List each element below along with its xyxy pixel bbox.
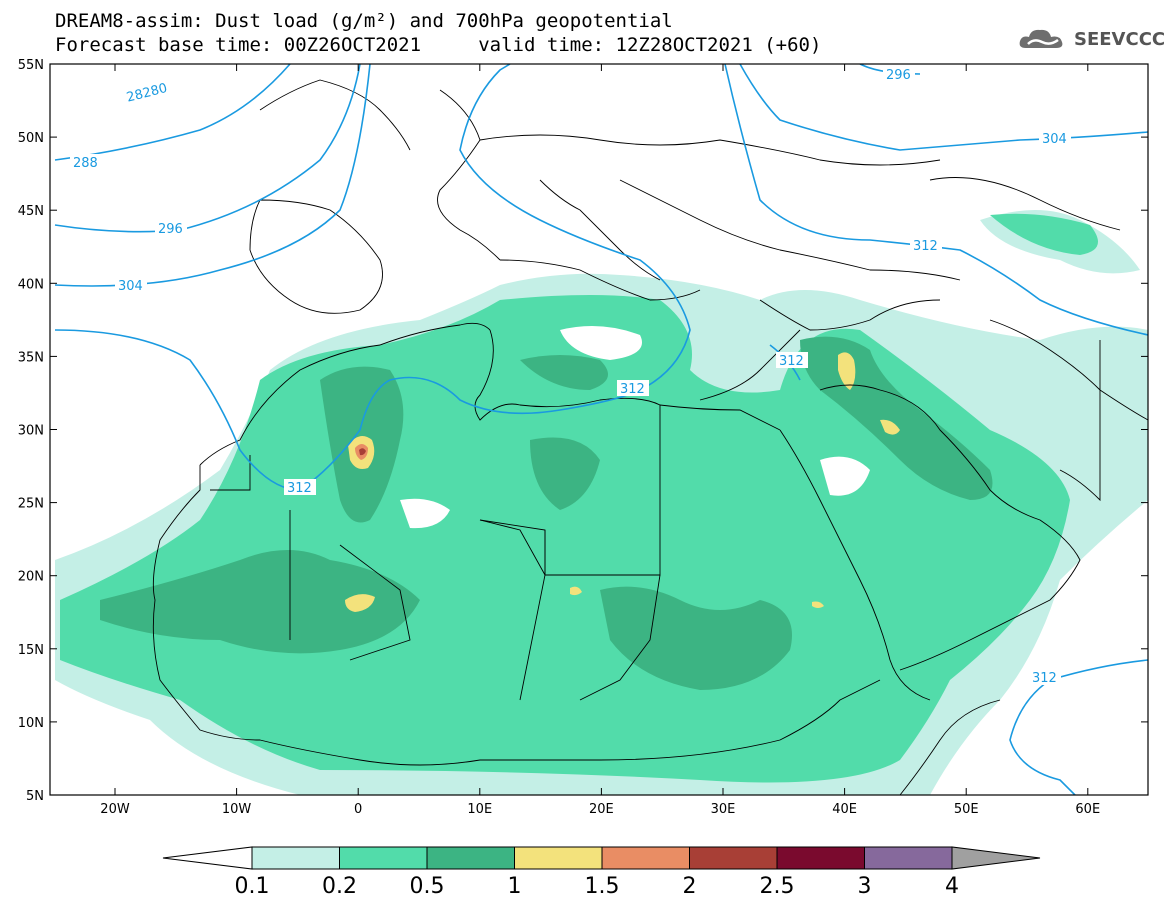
map-subtitle-times: Forecast base time: 00Z26OCT2021 valid t… xyxy=(55,34,822,56)
colorbar-label: 1.5 xyxy=(585,874,620,899)
colorbar-label: 0.5 xyxy=(410,874,445,899)
lon-label: 30E xyxy=(711,802,736,817)
colorbar-swatch xyxy=(514,846,603,870)
lat-label: 25N xyxy=(18,497,44,512)
colorbar-swatch xyxy=(864,846,953,870)
contour-label: 312 xyxy=(1032,671,1057,686)
lon-label: 0 xyxy=(354,802,362,817)
lon-label: 40E xyxy=(832,802,857,817)
country-borders xyxy=(152,79,1148,795)
contour-label: 296 xyxy=(886,68,911,83)
seevccc-logo: SEEVCCC xyxy=(1018,26,1165,52)
lat-label: 5N xyxy=(26,789,44,804)
lon-label: 20W xyxy=(100,802,130,817)
lon-label: 20E xyxy=(589,802,614,817)
contour-label: 312 xyxy=(913,239,938,254)
colorbar-swatch xyxy=(339,846,428,870)
lon-axis: 20W 10W 0 10E 20E 30E 40E 50E 60E xyxy=(100,64,1100,817)
colorbar-label: 0.1 xyxy=(235,874,270,899)
lon-label: 60E xyxy=(1075,802,1100,817)
lon-label: 10E xyxy=(467,802,492,817)
lon-label: 10W xyxy=(222,802,252,817)
cloud-icon xyxy=(1019,29,1063,48)
geopotential-contours xyxy=(54,64,1148,795)
lat-label: 10N xyxy=(18,716,44,731)
contour-labels: 28280 288 296 304 296 304 312 312 312 31… xyxy=(70,66,1071,686)
contour-label: 312 xyxy=(779,354,804,369)
dust-region-medium xyxy=(60,295,1070,783)
colorbar-label: 0.2 xyxy=(322,874,357,899)
dust-hotspot xyxy=(880,419,900,435)
lat-label: 35N xyxy=(18,350,44,365)
dust-field xyxy=(55,210,1148,795)
colorbar-under-triangle xyxy=(162,846,253,870)
lat-axis: 55N 50N 45N 40N 35N 30N 25N 20N 15N 10N 5N xyxy=(18,58,1148,804)
colorbar-label: 2.5 xyxy=(760,874,795,899)
dust-hotspot xyxy=(345,594,375,612)
lat-label: 30N xyxy=(18,424,44,439)
logo-text: SEEVCCC xyxy=(1074,28,1165,50)
lat-label: 45N xyxy=(18,204,44,219)
colorbar-swatch xyxy=(776,846,865,870)
contour-label: 312 xyxy=(620,382,645,397)
colorbar-swatch xyxy=(426,846,515,870)
colorbar-label: 2 xyxy=(683,874,697,899)
colorbar-label: 3 xyxy=(858,874,872,899)
dust-region-dark xyxy=(100,550,420,654)
contour-label: 304 xyxy=(118,279,143,294)
contour-label: 288 xyxy=(73,156,98,171)
lat-label: 15N xyxy=(18,643,44,658)
lat-label: 55N xyxy=(18,58,44,73)
lat-label: 50N xyxy=(18,131,44,146)
colorbar-swatch xyxy=(689,846,778,870)
colorbar-label: 1 xyxy=(508,874,522,899)
lon-label: 50E xyxy=(954,802,979,817)
map-title: DREAM8-assim: Dust load (g/m²) and 700hP… xyxy=(55,10,673,32)
lat-label: 20N xyxy=(18,570,44,585)
contour-label: 296 xyxy=(158,222,183,237)
lat-label: 40N xyxy=(18,277,44,292)
contour-label: 312 xyxy=(287,481,312,496)
contour-label: 304 xyxy=(1042,132,1067,147)
colorbar-swatch xyxy=(251,846,340,870)
colorbar-over-triangle xyxy=(951,846,1041,870)
colorbar: 0.1 0.2 0.5 1 1.5 2 2.5 3 4 xyxy=(162,846,1041,899)
dust-hotspot xyxy=(838,352,856,390)
colorbar-swatch xyxy=(601,846,690,870)
colorbar-label: 4 xyxy=(945,874,959,899)
